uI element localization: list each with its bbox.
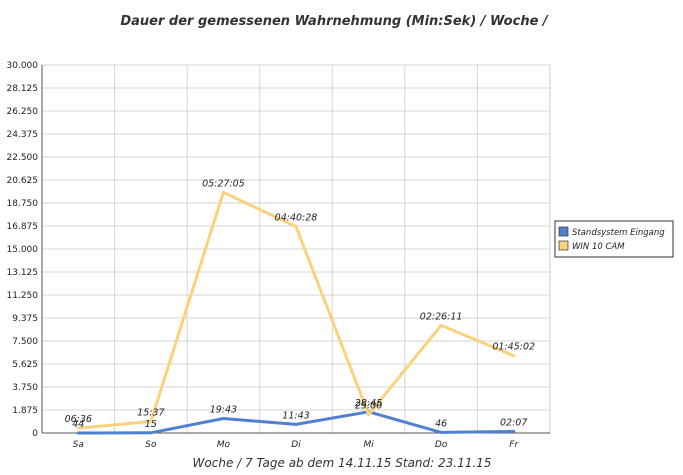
data-label: 44 xyxy=(72,419,84,430)
data-label: 02:07 xyxy=(500,417,527,428)
y-tick-label: 15.000 xyxy=(7,245,39,255)
y-tick-label: 20.625 xyxy=(7,176,39,186)
data-label: 46 xyxy=(435,418,447,429)
chart-title: Dauer der gemessenen Wahrnehmung (Min:Se… xyxy=(120,14,549,29)
data-label: 19:43 xyxy=(210,404,237,415)
data-label: 15 xyxy=(145,419,157,430)
y-tick-label: 5.625 xyxy=(12,360,38,370)
legend-swatch xyxy=(558,240,569,251)
chart-footer: Woche / 7 Tage ab dem 14.11.15 Stand: 23… xyxy=(193,456,492,470)
grid xyxy=(41,64,551,434)
series-layer: 44 15 19:43 11:43 28:45 46 02:07 06:36 15:37 05:2… xyxy=(65,178,535,435)
y-tick-label: 3.750 xyxy=(12,383,38,393)
legend: Standsystem Eingang WIN 10 CAM xyxy=(554,220,674,258)
data-point xyxy=(76,426,80,430)
data-point xyxy=(367,413,371,417)
data-point xyxy=(294,422,298,426)
y-tick-label: 18.750 xyxy=(7,199,39,209)
data-point xyxy=(294,225,298,229)
data-point xyxy=(512,354,516,358)
y-tick-label: 26.250 xyxy=(7,107,39,117)
data-label: 02:26:11 xyxy=(420,311,463,322)
data-point xyxy=(149,420,153,424)
x-tick-label: Di xyxy=(291,440,301,450)
x-tick-label: Fr xyxy=(509,440,519,450)
y-tick-label: 30.000 xyxy=(7,61,39,71)
data-label: 15:37 xyxy=(137,408,164,419)
data-label: 25:00 xyxy=(355,401,382,412)
legend-swatch xyxy=(558,226,569,237)
data-point xyxy=(76,431,80,435)
series-1 xyxy=(76,190,516,430)
legend-label: WIN 10 CAM xyxy=(572,242,625,252)
data-point xyxy=(512,429,516,433)
x-axis: Sa So Mo Di Mi Do Fr xyxy=(42,432,550,450)
data-point xyxy=(221,416,225,420)
data-point xyxy=(149,431,153,435)
y-tick-label: 11.250 xyxy=(7,291,39,301)
data-labels-0: 44 15 19:43 11:43 28:45 46 02:07 xyxy=(72,398,527,430)
y-tick-label: 1.875 xyxy=(12,406,38,416)
data-label: 06:36 xyxy=(65,414,92,425)
y-tick-label: 16.875 xyxy=(7,222,39,232)
y-axis: 0 1.875 3.750 5.625 7.500 9.375 11.250 13.125 15… xyxy=(7,61,43,439)
data-point xyxy=(439,430,443,434)
data-labels-1: 06:36 15:37 05:27:05 04:40:28 25:00 02:26:11 0… xyxy=(65,178,535,425)
data-label: 05:27:05 xyxy=(202,178,245,189)
data-label: 11:43 xyxy=(282,410,309,421)
x-tick-label: Do xyxy=(435,440,448,450)
data-point xyxy=(221,190,225,194)
y-tick-label: 13.125 xyxy=(7,268,39,278)
data-label: 01:45:02 xyxy=(492,342,535,353)
y-tick-label: 9.375 xyxy=(12,314,38,324)
y-tick-label: 24.375 xyxy=(7,130,39,140)
x-tick-label: Mo xyxy=(217,440,231,450)
y-tick-label: 0 xyxy=(32,429,38,439)
legend-box xyxy=(554,220,674,258)
x-tick-label: Mi xyxy=(363,440,374,450)
x-tick-label: So xyxy=(145,440,157,450)
y-tick-label: 7.500 xyxy=(12,337,38,347)
data-label: 04:40:28 xyxy=(275,213,318,224)
y-tick-label: 22.500 xyxy=(7,153,39,163)
legend-label: Standsystem Eingang xyxy=(572,228,665,238)
data-label: 28:45 xyxy=(355,398,382,409)
y-tick-label: 28.125 xyxy=(7,84,39,94)
data-point xyxy=(439,323,443,327)
x-tick-label: Sa xyxy=(73,440,84,450)
series-0 xyxy=(76,410,516,435)
